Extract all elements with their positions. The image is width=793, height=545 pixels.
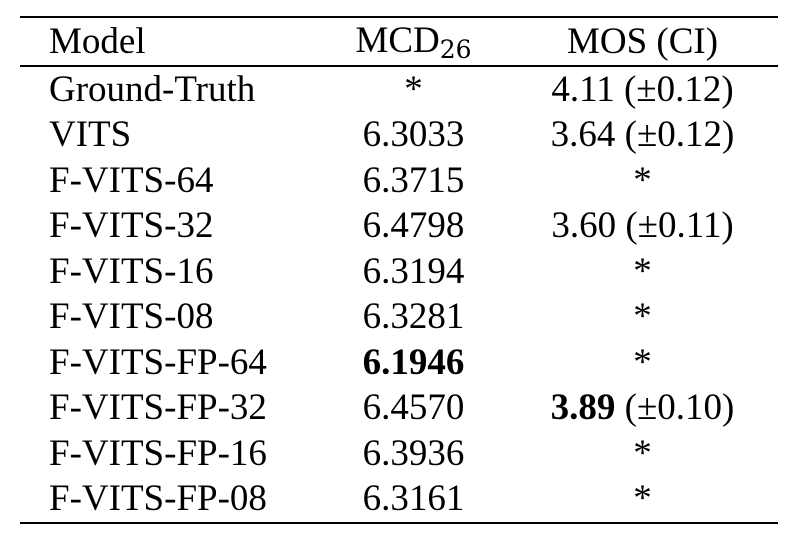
table-row: F-VITS-08 6.3281 * (20, 294, 778, 340)
cell-mos-ci: (±0.10) (615, 387, 735, 429)
cell-mos: * (517, 253, 768, 290)
table-row: F-VITS-FP-08 6.3161 * (20, 476, 778, 522)
cell-mcd: 6.4798 (362, 205, 465, 247)
table-row: F-VITS-FP-32 6.4570 3.89 (±0.10) (20, 385, 778, 431)
header-mcd-label: MCD (355, 19, 440, 61)
cell-model: F-VITS-FP-64 (49, 341, 267, 383)
cell-model: F-VITS-FP-32 (49, 387, 267, 429)
cell-mos: * (517, 298, 768, 335)
cell-mos: * (517, 344, 768, 381)
cell-mcd: 6.3033 (362, 114, 465, 156)
cell-mos-score: 3.60 (551, 205, 617, 247)
header-mcd-subscript: 26 (439, 34, 472, 64)
cell-mos-ci: (±0.11) (616, 205, 734, 247)
cell-mos-missing: * (633, 296, 652, 338)
cell-mcd: 6.3194 (362, 250, 465, 292)
cell-mcd: 6.3936 (362, 432, 465, 474)
cell-model: Ground-Truth (49, 68, 256, 110)
cell-mcd: 6.4570 (362, 387, 465, 429)
table-row: F-VITS-FP-16 6.3936 * (20, 431, 778, 477)
header-mos: MOS (CI) (566, 21, 719, 62)
cell-mos-missing: * (633, 250, 652, 292)
cell-mos: 3.89 (±0.10) (517, 389, 768, 426)
table-row: F-VITS-32 6.4798 3.60 (±0.11) (20, 203, 778, 249)
cell-mos: 3.60 (±0.11) (517, 207, 768, 244)
cell-model: F-VITS-32 (49, 205, 214, 247)
cell-mcd: 6.1946 (362, 341, 465, 383)
table-row: F-VITS-64 6.3715 * (20, 158, 778, 204)
table-row: F-VITS-16 6.3194 * (20, 249, 778, 295)
cell-mos: * (517, 480, 768, 517)
cell-mcd: * (404, 68, 423, 110)
cell-mcd: 6.3715 (362, 159, 465, 201)
cell-model: F-VITS-08 (49, 296, 214, 338)
cell-mos-missing: * (633, 159, 652, 201)
header-mcd: MCD26 (310, 22, 517, 62)
cell-mos-missing: * (633, 341, 652, 383)
cell-model: F-VITS-FP-08 (49, 478, 267, 520)
header-model: Model (49, 21, 146, 62)
header-rule (20, 65, 778, 67)
cell-mcd: 6.3281 (362, 296, 465, 338)
table-row: Ground-Truth * 4.11 (±0.12) (20, 67, 778, 113)
cell-mos: 4.11 (±0.12) (517, 71, 768, 108)
cell-mos-ci: (±0.12) (614, 68, 734, 110)
cell-model: F-VITS-FP-16 (49, 432, 267, 474)
results-table: Model MCD26 MOS (CI) Ground-Truth * 4.11 (… (20, 16, 778, 524)
table-row: VITS 6.3033 3.64 (±0.12) (20, 112, 778, 158)
cell-model: F-VITS-64 (49, 159, 214, 201)
table-header-row: Model MCD26 MOS (CI) (20, 18, 778, 65)
cell-mos-score: 4.11 (551, 68, 615, 110)
cell-model: F-VITS-16 (49, 250, 214, 292)
cell-mos: 3.64 (±0.12) (517, 116, 768, 153)
cell-mos: * (517, 162, 768, 199)
table-body: Ground-Truth * 4.11 (±0.12) VITS 6.3033 3.64 … (20, 67, 778, 522)
cell-mos-score: 3.89 (550, 387, 616, 429)
bottom-rule (20, 521, 778, 524)
cell-mos-ci: (±0.12) (615, 114, 735, 156)
cell-mos-score: 3.64 (550, 114, 616, 156)
top-rule (20, 16, 778, 18)
cell-mos-missing: * (633, 432, 652, 474)
table-row: F-VITS-FP-64 6.1946 * (20, 340, 778, 386)
cell-model: VITS (49, 114, 132, 156)
cell-mcd: 6.3161 (362, 478, 465, 520)
cell-mos-missing: * (633, 478, 652, 520)
cell-mos: * (517, 435, 768, 472)
